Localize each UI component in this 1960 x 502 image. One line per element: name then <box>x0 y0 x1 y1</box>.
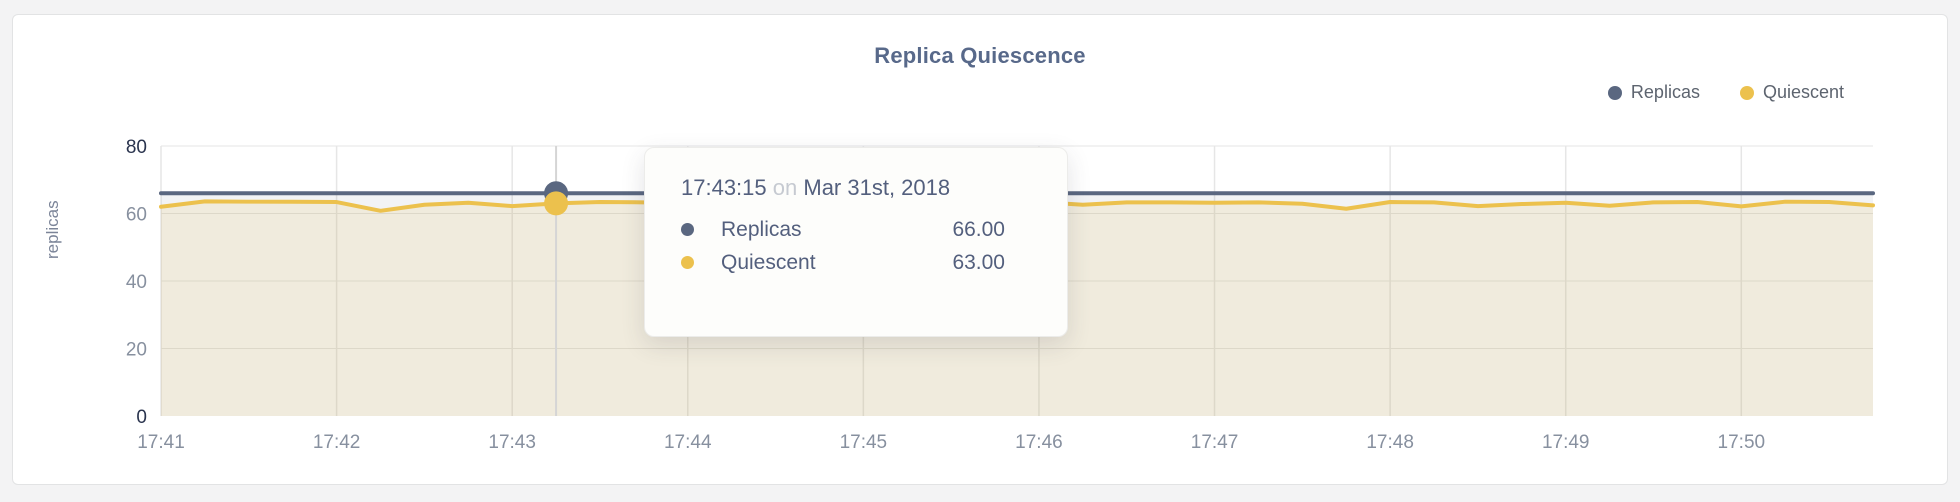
x-tick-label: 17:48 <box>1366 432 1414 453</box>
tooltip-row: Quiescent 63.00 <box>681 246 1031 279</box>
y-tick-label: 20 <box>126 340 147 361</box>
tooltip-date: Mar 31st, 2018 <box>803 175 951 200</box>
x-tick-label: 17:44 <box>664 432 712 453</box>
tooltip-rows: Replicas 66.00 Quiescent 63.00 <box>681 213 1031 279</box>
quiescent-hover-dot <box>544 191 569 216</box>
tooltip-series-value: 63.00 <box>952 250 1005 274</box>
tooltip-series-label: Quiescent <box>721 250 816 274</box>
legend: Replicas Quiescent <box>1607 82 1844 103</box>
y-tick-label: 80 <box>126 137 147 158</box>
x-tick-label: 17:41 <box>137 432 185 453</box>
tooltip-series-value: 66.00 <box>952 217 1005 241</box>
tooltip-time: 17:43:15 <box>681 175 767 200</box>
tooltip-series-dot-icon <box>681 223 694 236</box>
y-tick-label: 0 <box>136 407 147 428</box>
x-tick-label: 17:45 <box>840 432 888 453</box>
legend-dot-icon <box>1607 85 1622 100</box>
legend-label: Replicas <box>1630 82 1700 102</box>
x-tick-label: 17:42 <box>313 432 361 453</box>
legend-label: Quiescent <box>1762 82 1844 102</box>
y-tick-label: 40 <box>126 272 147 293</box>
x-tick-label: 17:50 <box>1718 432 1766 453</box>
legend-dot-icon <box>1739 85 1754 100</box>
tooltip-series-label: Replicas <box>721 217 802 241</box>
tooltip-header: 17:43:15 on Mar 31st, 2018 <box>681 175 1031 201</box>
tooltip-series-dot-icon <box>681 256 694 269</box>
y-tick-label: 60 <box>126 205 147 226</box>
tooltip-row: Replicas 66.00 <box>681 213 1031 246</box>
y-axis-title: replicas <box>43 200 62 260</box>
x-tick-label: 17:47 <box>1191 432 1239 453</box>
x-tick-label: 17:43 <box>488 432 536 453</box>
chart-title: Replica Quiescence <box>874 43 1086 68</box>
chart-card: Replica Quiescence Replicas Quiescent 0 20… <box>12 14 1948 485</box>
tooltip-connector: on <box>772 175 798 200</box>
x-tick-label: 17:46 <box>1015 432 1063 453</box>
x-tick-label: 17:49 <box>1542 432 1590 453</box>
chart-tooltip: 17:43:15 on Mar 31st, 2018 Replicas 66.00… <box>644 147 1068 337</box>
legend-item-quiescent[interactable]: Quiescent <box>1739 82 1844 103</box>
legend-item-replicas[interactable]: Replicas <box>1607 82 1700 103</box>
